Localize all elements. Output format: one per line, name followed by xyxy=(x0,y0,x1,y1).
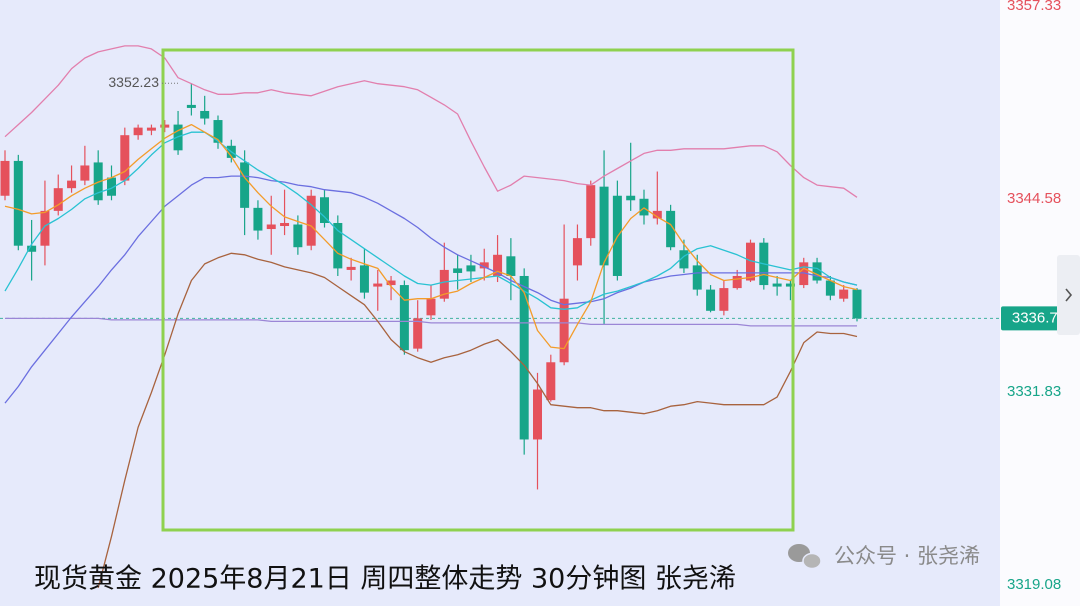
scroll-button[interactable] xyxy=(1057,255,1080,335)
candle-body xyxy=(692,265,702,290)
candle-body xyxy=(679,250,689,269)
candle-body xyxy=(53,188,63,211)
scroll-arrow[interactable] xyxy=(1065,288,1073,302)
candle-body xyxy=(373,283,383,287)
y-tick-label: 3344.58 xyxy=(1007,190,1061,207)
icon-bubble xyxy=(802,552,822,570)
candle-body xyxy=(519,275,529,440)
candle-body xyxy=(306,195,316,246)
candle-body xyxy=(479,262,489,269)
candle-body xyxy=(386,280,396,286)
candle-body xyxy=(732,275,742,289)
candle-body xyxy=(839,289,849,299)
candle-body xyxy=(266,224,276,230)
watermark: 公众号 · 张尧浠 xyxy=(834,544,980,568)
candle-body xyxy=(0,160,10,196)
candle-body xyxy=(346,266,356,270)
indicator-line xyxy=(97,252,858,588)
candle-body xyxy=(320,197,329,223)
candle-body xyxy=(453,268,463,273)
candle-body xyxy=(852,289,862,319)
candle-body xyxy=(599,186,609,266)
chart-title: 现货黄金 2025年8月21日 周四整体走势 30分钟图 张尧浠 xyxy=(34,564,736,595)
indicator-line xyxy=(4,131,858,310)
candle-body xyxy=(27,245,37,252)
candle-body xyxy=(67,180,77,189)
candle-body xyxy=(785,283,795,287)
indicator-line xyxy=(4,123,858,350)
candle-body xyxy=(772,283,782,287)
candle-body xyxy=(812,262,822,281)
candle-body xyxy=(586,185,596,239)
candle-body xyxy=(626,195,636,201)
highlight-box xyxy=(161,48,795,532)
candle-body xyxy=(186,104,196,108)
candle-body xyxy=(546,362,556,401)
candle-body xyxy=(40,210,50,246)
candle-body xyxy=(280,222,290,227)
candle-body xyxy=(439,269,449,299)
scroll-button-bg[interactable] xyxy=(1057,255,1080,335)
candle-body xyxy=(706,289,716,311)
candle-body xyxy=(533,389,542,440)
candle-body xyxy=(200,110,210,119)
candle-body xyxy=(213,120,223,143)
indicator-line xyxy=(4,175,858,404)
candle-body xyxy=(799,262,809,286)
watermark-icon xyxy=(788,544,822,570)
y-tick-label: 3319.08 xyxy=(1007,576,1061,593)
candle-body xyxy=(333,222,343,269)
candle-body xyxy=(107,177,116,196)
candle-body xyxy=(652,210,662,219)
candle-body xyxy=(173,124,183,151)
y-tick-label: 3331.83 xyxy=(1007,383,1061,400)
candle-body xyxy=(80,165,90,181)
candle-body xyxy=(466,265,476,272)
candle-body xyxy=(293,224,303,248)
plot-background xyxy=(0,0,1000,606)
candle-body xyxy=(413,318,423,349)
candle-body xyxy=(240,162,250,208)
candle-body xyxy=(639,198,649,216)
candle-body xyxy=(666,210,676,248)
candle-body xyxy=(120,135,130,181)
candle-body xyxy=(133,127,143,136)
candle-body xyxy=(359,265,369,293)
candle-body xyxy=(146,127,156,131)
last-price-label: 3336.70 xyxy=(1012,309,1066,326)
candle-body xyxy=(493,254,503,276)
candle-body xyxy=(825,280,835,296)
y-tick-label: 3357.33 xyxy=(1007,0,1061,14)
price-axis: 3357.33 3344.58 3331.83 3319.08 3336.70 xyxy=(1001,0,1077,593)
plot-area xyxy=(0,45,1000,588)
candle-body xyxy=(719,288,729,311)
candle-body xyxy=(13,160,23,246)
indicator-line xyxy=(5,317,857,327)
candle-body xyxy=(559,298,569,363)
indicator-line xyxy=(4,45,858,198)
candle-body xyxy=(426,298,436,316)
candle-body xyxy=(399,285,409,351)
candle-body xyxy=(253,207,263,231)
candle-body xyxy=(93,162,103,201)
candle-body xyxy=(572,238,582,266)
candle-body xyxy=(160,124,170,128)
candle-body xyxy=(746,242,755,281)
high-label: 3352.23 xyxy=(108,74,159,90)
candle-body xyxy=(506,256,516,276)
